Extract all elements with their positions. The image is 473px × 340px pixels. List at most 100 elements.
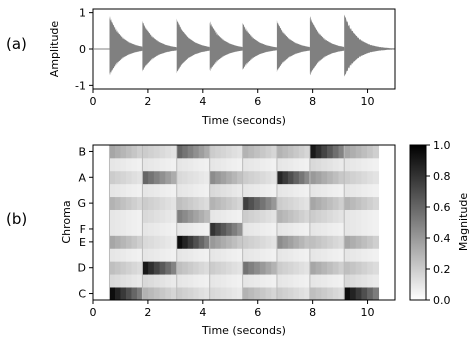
chroma-cell (226, 222, 233, 236)
chroma-cell (142, 170, 149, 185)
chroma-cell (171, 274, 178, 288)
chroma-cell (159, 209, 166, 223)
chroma-cell (209, 157, 216, 172)
chroma-cell (367, 209, 374, 223)
chroma-cell (271, 274, 278, 288)
chroma-cell (182, 157, 189, 172)
chroma-cell (344, 183, 351, 198)
chroma-cell (287, 222, 294, 236)
chroma-cell (355, 261, 362, 275)
chroma-cell (282, 222, 289, 236)
chroma-cell (220, 209, 227, 223)
chroma-cell (367, 196, 374, 210)
chroma-cell (259, 170, 267, 185)
chroma-cell (372, 196, 380, 210)
chroma-cell (332, 261, 339, 275)
chroma-cell (248, 196, 255, 210)
chroma-cell (176, 170, 183, 185)
chroma-cell (248, 261, 255, 275)
chroma-cell (215, 235, 222, 249)
chroma-cell (367, 157, 374, 172)
chroma-cell (254, 170, 261, 185)
chroma-cell (259, 235, 267, 249)
chroma-cell (120, 287, 127, 301)
chroma-cell (355, 235, 362, 249)
chroma-cell (131, 287, 138, 301)
chromagram-y-tick-label-E: E (79, 236, 86, 249)
chroma-cell (120, 170, 127, 185)
chroma-cell (242, 209, 249, 223)
chromagram-y-tick-label-G: G (77, 197, 86, 210)
chroma-cell (231, 145, 238, 159)
chroma-cell (187, 145, 194, 159)
chroma-cell (114, 287, 121, 301)
chroma-cell (344, 248, 351, 262)
chroma-cell (159, 274, 166, 288)
chroma-cell (254, 222, 261, 236)
chroma-cell (287, 248, 294, 262)
chroma-cell (204, 248, 211, 262)
chroma-cell (259, 222, 267, 236)
chroma-cell (198, 196, 205, 210)
chroma-cell (231, 274, 238, 288)
chroma-cell (259, 209, 267, 223)
chroma-cell (220, 183, 227, 198)
chroma-cell (309, 222, 317, 236)
chroma-cell (153, 235, 161, 249)
chroma-cell (349, 157, 357, 172)
chroma-cell (293, 222, 300, 236)
chroma-cell (165, 183, 172, 198)
chroma-cell (298, 261, 305, 275)
chroma-cell (109, 287, 116, 301)
chroma-cell (271, 209, 278, 223)
chroma-cell (153, 274, 161, 288)
chroma-cell (237, 209, 244, 223)
chroma-cell (298, 248, 305, 262)
chroma-cell (344, 222, 351, 236)
chroma-cell (176, 145, 183, 159)
chroma-cell (309, 157, 317, 172)
chroma-cell (226, 157, 233, 172)
chroma-cell (372, 287, 380, 301)
chroma-cell (372, 261, 380, 275)
chroma-cell (231, 235, 238, 249)
chroma-cell (131, 248, 138, 262)
chroma-cell (120, 222, 127, 236)
chroma-cell (204, 209, 211, 223)
chroma-cell (372, 209, 380, 223)
chroma-cell (309, 170, 317, 185)
chroma-cell (131, 196, 138, 210)
waveform-note-6 (276, 20, 310, 73)
chroma-cell (159, 261, 166, 275)
chroma-cell (361, 196, 368, 210)
chroma-cell (355, 145, 362, 159)
chroma-cell (131, 274, 138, 288)
chroma-cell (109, 145, 116, 159)
waveform-x-tick-label: 10 (361, 95, 375, 108)
chroma-cell (372, 183, 380, 198)
chroma-cell (338, 287, 345, 301)
chroma-cell (237, 222, 244, 236)
chroma-cell (165, 145, 172, 159)
chroma-cell (198, 170, 205, 185)
chroma-cell (204, 196, 211, 210)
chroma-cell (220, 248, 227, 262)
chroma-cell (125, 209, 132, 223)
chroma-cell (204, 183, 211, 198)
chroma-cell (309, 196, 317, 210)
chroma-cell (114, 248, 121, 262)
chroma-cell (176, 183, 183, 198)
chroma-cell (187, 248, 194, 262)
chroma-cell (372, 274, 380, 288)
chroma-cell (148, 222, 155, 236)
chroma-cell (165, 196, 172, 210)
chroma-cell (254, 235, 261, 249)
chroma-cell (315, 209, 322, 223)
colorbar-ticks: 0.0 0.2 0.4 0.6 0.8 1.0 (426, 139, 451, 307)
chroma-cell (114, 209, 121, 223)
waveform-x-tick-label: 4 (199, 95, 206, 108)
chroma-cell (176, 209, 183, 223)
chroma-cell (327, 274, 334, 288)
